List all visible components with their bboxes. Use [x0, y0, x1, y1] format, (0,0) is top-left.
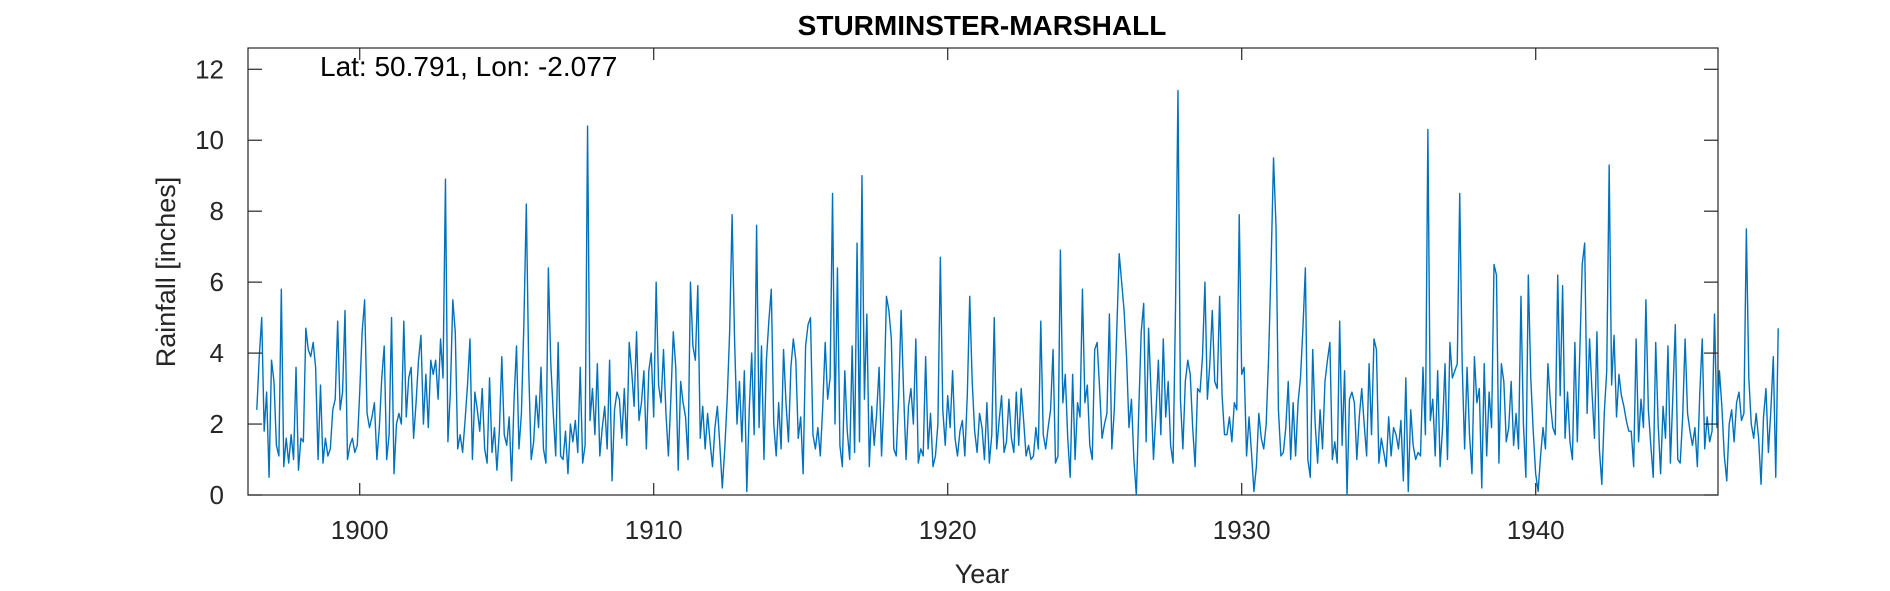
x-tick-label: 1910	[625, 515, 683, 545]
y-tick-label: 0	[210, 480, 224, 510]
location-annotation: Lat: 50.791, Lon: -2.077	[320, 51, 617, 82]
x-axis-title: Year	[955, 559, 1010, 589]
chart-title: STURMINSTER-MARSHALL	[798, 10, 1167, 41]
y-tick-label: 12	[195, 54, 224, 84]
x-tick-label: 1940	[1507, 515, 1565, 545]
y-axis-title: Rainfall [inches]	[151, 177, 181, 368]
x-tick-label: 1920	[919, 515, 977, 545]
y-tick-label: 6	[210, 267, 224, 297]
axes-frame	[247, 47, 1719, 496]
y-tick-label: 8	[210, 196, 224, 226]
plot-area	[247, 47, 1719, 496]
x-tick-label: 1900	[331, 515, 389, 545]
y-tick-label: 2	[210, 409, 224, 439]
y-tick-label: 4	[210, 338, 224, 368]
rainfall-series-line	[256, 89, 1779, 496]
x-axis: 1900 1910 1920 1930 1940	[331, 48, 1565, 545]
x-tick-label: 1930	[1213, 515, 1271, 545]
y-tick-label: 10	[195, 125, 224, 155]
series-layer	[256, 89, 1779, 496]
y-axis: 0 2 4 6 8 10 12	[195, 54, 1718, 510]
